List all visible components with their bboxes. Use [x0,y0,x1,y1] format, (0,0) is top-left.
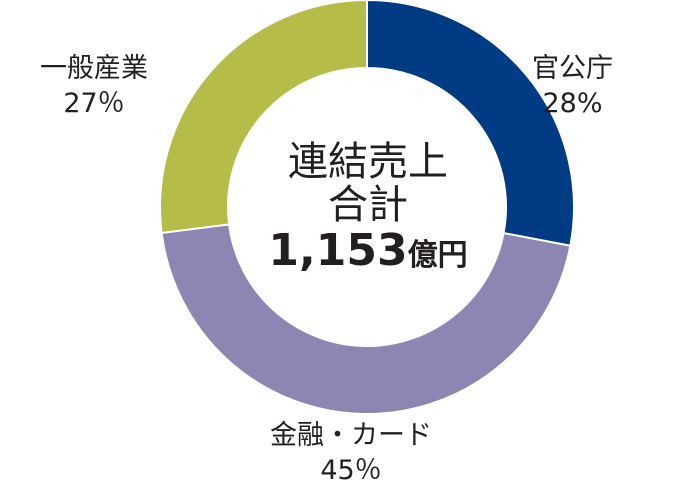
center-total: 1,153億円 [243,229,493,273]
slice-label-general-industry: 一般産業 27％ [40,55,148,117]
slice-label-finance: 金融・カード 45％ [270,422,432,484]
slice-finance [160,223,572,415]
slice-label-government: 官公庁 28% [532,55,613,117]
center-total-unit: 億円 [407,238,468,273]
slice-value-finance: 45％ [320,455,382,486]
center-title-line1: 連結売上 [288,139,448,185]
slice-general-industry [159,0,368,235]
slice-name-government: 官公庁 [532,53,613,84]
slice-name-general-industry: 一般産業 [40,53,148,84]
slice-value-government: 28% [542,88,603,119]
slice-government [366,0,575,247]
center-total-amount: 1,153 [268,225,408,276]
slice-name-finance: 金融・カード [270,420,432,451]
slice-value-general-industry: 27％ [63,88,125,119]
donut-center-label: 連結売上 合計 1,153億円 [243,142,493,273]
center-title-line2: 合計 [328,182,408,228]
